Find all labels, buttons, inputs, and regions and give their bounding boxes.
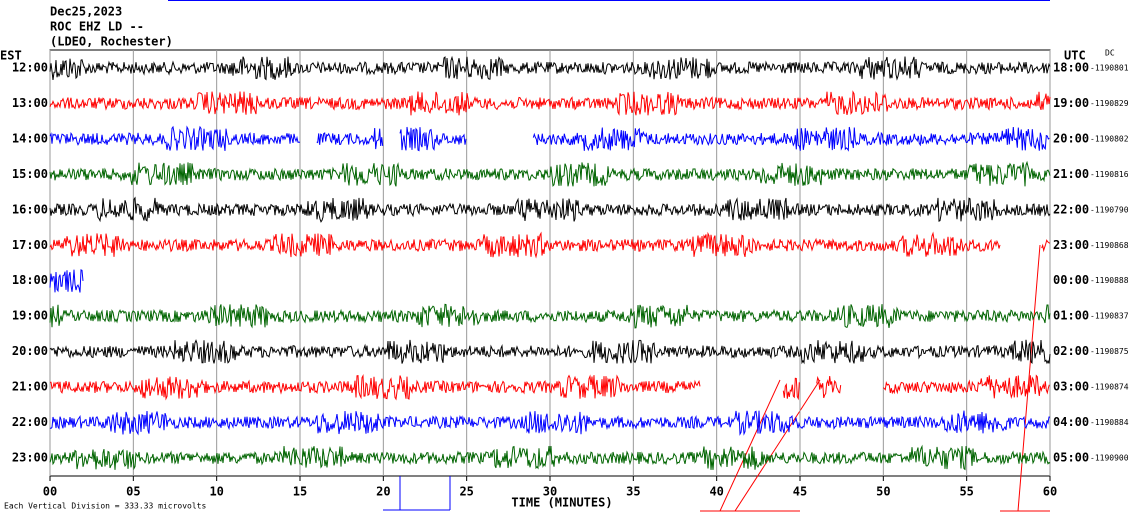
x-tick-label: 50 bbox=[876, 485, 890, 499]
offset-label: -1190868 bbox=[1090, 241, 1129, 250]
trace bbox=[782, 377, 800, 401]
dc-title: DC bbox=[1105, 49, 1115, 58]
trace bbox=[316, 127, 384, 150]
offset-label: -1190837 bbox=[1090, 312, 1129, 321]
x-tick-label: 20 bbox=[376, 485, 390, 499]
left-time-label: 23:00 bbox=[12, 450, 48, 464]
x-tick-label: 25 bbox=[459, 485, 473, 499]
x-tick-label: 10 bbox=[209, 485, 223, 499]
teleseism-lines bbox=[383, 244, 1050, 512]
right-time-label: 00:00 bbox=[1053, 273, 1089, 287]
x-tick-label: 35 bbox=[626, 485, 640, 499]
trace bbox=[49, 410, 1051, 436]
right-time-label: 05:00 bbox=[1053, 450, 1089, 464]
offset-label: -1190829 bbox=[1090, 99, 1129, 108]
trace bbox=[1041, 239, 1051, 253]
x-tick-label: 55 bbox=[959, 485, 973, 499]
left-time-label: 20:00 bbox=[12, 344, 48, 358]
right-time-label: 04:00 bbox=[1053, 415, 1089, 429]
trace bbox=[399, 126, 467, 152]
left-time-label: 19:00 bbox=[12, 309, 48, 323]
x-tick-label: 40 bbox=[709, 485, 723, 499]
right-time-label: 18:00 bbox=[1053, 61, 1089, 75]
trace bbox=[816, 375, 842, 399]
right-time-label: 21:00 bbox=[1053, 167, 1089, 181]
trace bbox=[49, 90, 1051, 116]
right-time-label: 22:00 bbox=[1053, 202, 1089, 216]
trace bbox=[50, 373, 701, 401]
trace bbox=[49, 196, 1051, 223]
left-time-label: 15:00 bbox=[12, 167, 48, 181]
offset-label: -1190884 bbox=[1090, 418, 1129, 427]
left-time-label: 17:00 bbox=[12, 238, 48, 252]
right-time-label: 03:00 bbox=[1053, 380, 1089, 394]
offset-label: -1190790 bbox=[1090, 205, 1129, 214]
offset-label: -1190875 bbox=[1090, 347, 1129, 356]
left-time-label: 22:00 bbox=[12, 415, 48, 429]
offset-label: -1190900 bbox=[1090, 453, 1129, 462]
trace bbox=[49, 231, 1001, 259]
trace bbox=[49, 303, 1051, 329]
header-line: (LDEO, Rochester) bbox=[50, 35, 173, 49]
left-axis-title: EST bbox=[0, 49, 22, 63]
trace bbox=[882, 374, 1050, 400]
right-time-label: 23:00 bbox=[1053, 238, 1089, 252]
header-line: Dec25,2023 bbox=[50, 5, 122, 19]
offset-label: -1190802 bbox=[1090, 134, 1129, 143]
trace bbox=[49, 125, 301, 151]
right-axis-title: UTC bbox=[1064, 49, 1086, 63]
x-tick-label: 60 bbox=[1043, 485, 1057, 499]
header-line: ROC EHZ LD -- bbox=[50, 20, 144, 34]
x-axis-title: TIME (MINUTES) bbox=[511, 496, 612, 510]
trace bbox=[49, 55, 1051, 81]
right-time-label: 19:00 bbox=[1053, 96, 1089, 110]
x-tick-label: 05 bbox=[126, 485, 140, 499]
footnote: Each Vertical Division = 333.33 microvol… bbox=[4, 502, 206, 511]
left-time-label: 21:00 bbox=[12, 380, 48, 394]
left-time-label: 18:00 bbox=[12, 273, 48, 287]
trace bbox=[49, 339, 1051, 365]
left-time-label: 13:00 bbox=[12, 96, 48, 110]
right-time-label: 01:00 bbox=[1053, 309, 1089, 323]
x-tick-label: 15 bbox=[293, 485, 307, 499]
left-time-label: 14:00 bbox=[12, 131, 48, 145]
left-time-label: 12:00 bbox=[12, 61, 48, 75]
offset-label: -1190874 bbox=[1090, 383, 1129, 392]
x-tick-label: 30 bbox=[543, 485, 557, 499]
right-time-label: 02:00 bbox=[1053, 344, 1089, 358]
right-time-label: 20:00 bbox=[1053, 131, 1089, 145]
trace bbox=[49, 160, 1051, 187]
trace bbox=[532, 126, 1050, 152]
offset-label: -1190888 bbox=[1090, 276, 1129, 285]
left-time-label: 16:00 bbox=[12, 202, 48, 216]
offset-label: -1190816 bbox=[1090, 170, 1129, 179]
trace bbox=[49, 444, 1051, 471]
x-tick-label: 45 bbox=[793, 485, 807, 499]
x-tick-label: 00 bbox=[43, 485, 57, 499]
offset-label: -1190801 bbox=[1090, 64, 1129, 73]
trace bbox=[49, 269, 84, 293]
